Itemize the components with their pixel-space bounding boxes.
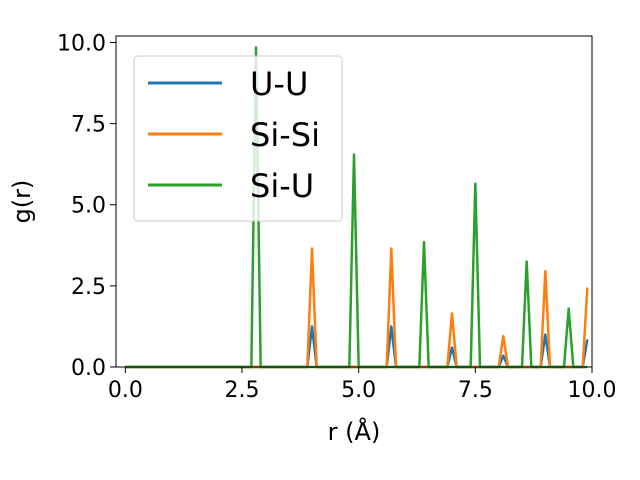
x-axis-label: r (Å) xyxy=(328,417,381,446)
series-line-si-si xyxy=(125,247,589,369)
y-tick-label: 10.0 xyxy=(57,31,106,56)
legend-box xyxy=(133,55,343,222)
legend-label: Si-U xyxy=(250,167,314,205)
x-tick-label: 2.5 xyxy=(225,378,260,403)
legend-label: Si-Si xyxy=(250,116,320,154)
legend: U-U Si-Si Si-U xyxy=(133,55,343,222)
y-tick-label: 7.5 xyxy=(71,113,106,138)
x-tick-label: 10.0 xyxy=(568,378,617,403)
y-axis-label: g(r) xyxy=(8,180,36,224)
x-tick-label: 7.5 xyxy=(458,378,493,403)
legend-label: U-U xyxy=(250,65,308,103)
x-tick-label: 5.0 xyxy=(341,378,376,403)
series-line-u-u xyxy=(125,325,589,369)
x-axis: 0.0 2.5 5.0 7.5 10.0 xyxy=(108,367,617,403)
plot-frame xyxy=(115,35,593,368)
y-tick-label: 2.5 xyxy=(71,275,106,300)
y-axis: 0.0 2.5 5.0 7.5 10.0 xyxy=(57,31,116,381)
y-tick-label: 0.0 xyxy=(71,356,106,381)
y-tick-label: 5.0 xyxy=(71,194,106,219)
x-tick-label: 0.0 xyxy=(108,378,143,403)
